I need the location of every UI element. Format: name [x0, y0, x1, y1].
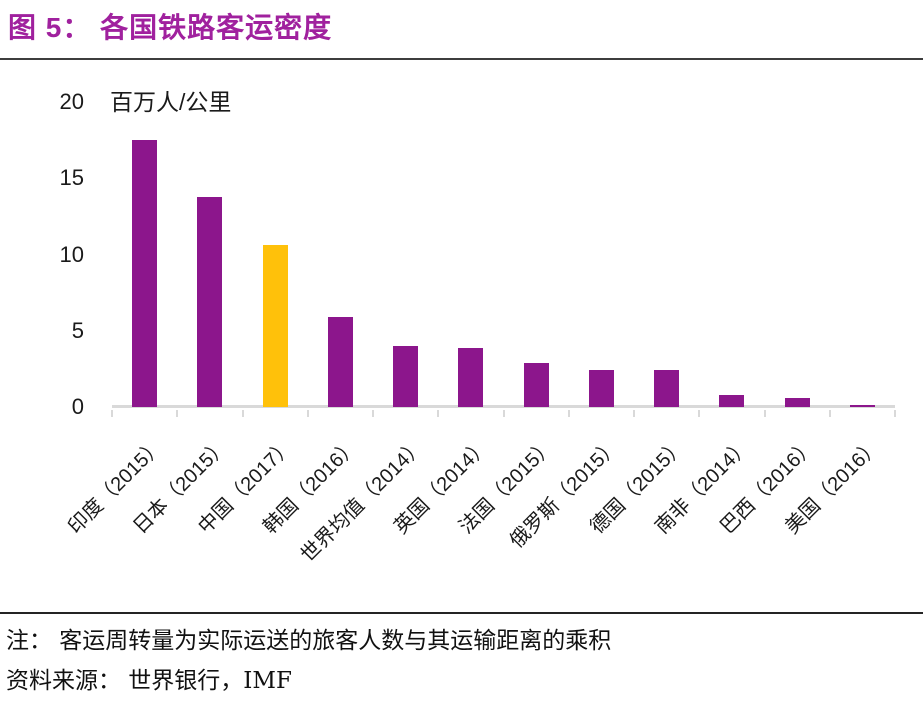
chart-bar — [785, 398, 810, 407]
x-axis-tick — [764, 410, 766, 417]
x-axis-tick — [372, 410, 374, 417]
chart-bar — [328, 317, 353, 407]
y-axis-tick-label: 0 — [71, 394, 84, 419]
chart-bar — [850, 405, 875, 407]
chart-bar — [589, 370, 614, 407]
chart-bar — [458, 348, 483, 407]
x-axis-tick — [633, 410, 635, 417]
x-axis-tick — [568, 410, 570, 417]
x-axis-tick — [894, 410, 896, 417]
x-axis-tick — [698, 410, 700, 417]
x-axis-tick — [437, 410, 439, 417]
title-divider — [0, 58, 923, 60]
x-axis-tick — [242, 410, 244, 417]
chart-bar — [654, 370, 679, 407]
chart-bar — [719, 395, 744, 407]
y-axis-tick-label: 15 — [59, 165, 84, 191]
footer-divider — [0, 612, 923, 614]
chart-bar — [197, 197, 222, 407]
chart-bar-highlight — [263, 245, 288, 407]
chart-bar — [524, 363, 549, 407]
chart-bar — [393, 346, 418, 407]
y-axis-tick-label: 20 — [59, 89, 84, 114]
x-axis-tick — [829, 410, 831, 417]
x-axis-tick — [111, 410, 113, 417]
y-axis-unit-label: 百万人/公里 — [110, 89, 232, 115]
y-axis-tick-label: 5 — [71, 317, 84, 343]
figure-title: 图 5： 各国铁路客运密度 — [8, 12, 333, 43]
bar-chart: 0 5 10 15 20 印度（2015） 日本（2015） 中国（2017） 韩国（2016… — [0, 60, 923, 610]
chart-bar — [132, 140, 157, 407]
figure-note: 注： 客运周转量为实际运送的旅客人数与其运输距离的乘积 — [6, 628, 612, 654]
x-axis-tick — [503, 410, 505, 417]
y-axis-tick-label: 10 — [59, 241, 84, 267]
x-axis-line — [112, 405, 895, 408]
x-axis-tick — [307, 410, 309, 417]
x-axis-tick — [176, 410, 178, 417]
figure-source: 资料来源： 世界银行，IMF — [6, 668, 292, 694]
